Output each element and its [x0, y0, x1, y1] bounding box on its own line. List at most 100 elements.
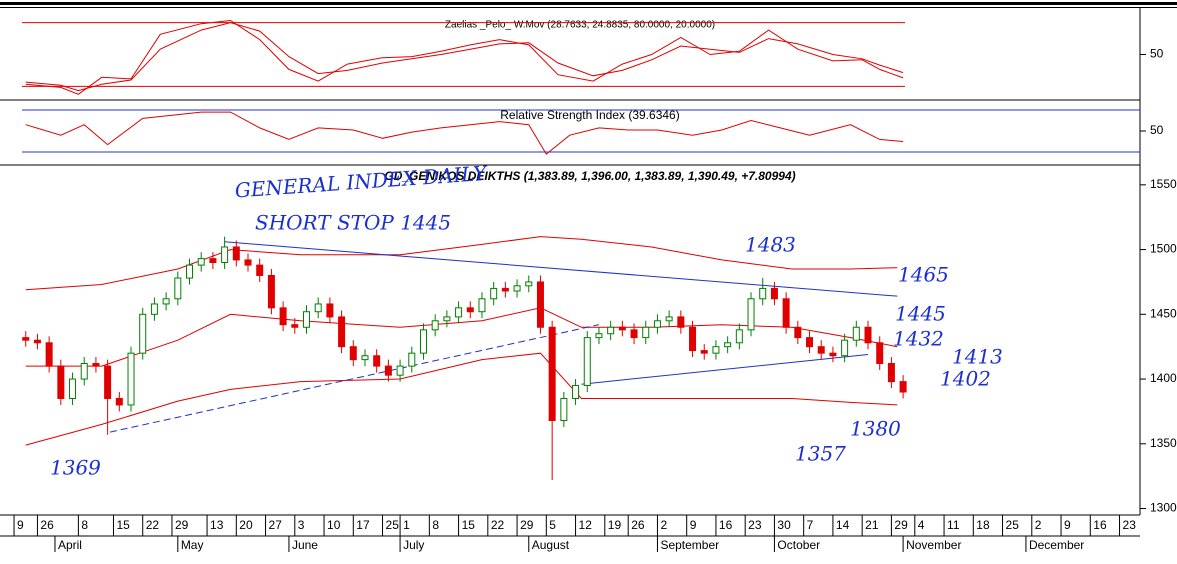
- y-tick-label: 1450: [1150, 306, 1177, 320]
- indicator-line: [25, 22, 904, 92]
- candle-body: [267, 274, 275, 309]
- y-tick-label: 1300: [1150, 501, 1177, 515]
- trendline: [581, 353, 869, 385]
- x-tick-label: 20: [239, 518, 253, 532]
- candle-body: [22, 337, 30, 341]
- y-tick-label: 1400: [1150, 371, 1177, 385]
- candle-body: [864, 326, 872, 344]
- band-line: [25, 352, 898, 446]
- candle-body: [478, 298, 486, 313]
- top-rule: [0, 7, 1177, 8]
- candle-body: [630, 329, 638, 339]
- y-tick-label: 1550: [1150, 177, 1177, 191]
- candle-body: [595, 333, 603, 339]
- x-tick-label: 23: [1123, 518, 1137, 532]
- annotation: 1402: [940, 367, 991, 391]
- candle-body: [700, 350, 708, 354]
- candle-body: [583, 337, 591, 387]
- candle-body: [162, 298, 170, 305]
- candle-body: [607, 326, 615, 335]
- x-tick-label: 26: [40, 518, 54, 532]
- x-tick-label: 23: [748, 518, 762, 532]
- x-tick-label: 9: [690, 518, 697, 532]
- candle-body: [139, 313, 147, 354]
- x-tick-label: 12: [579, 518, 593, 532]
- candle-body: [69, 378, 77, 399]
- x-tick-label: 14: [836, 518, 850, 532]
- annotation: 1483: [745, 233, 796, 257]
- candle-body: [384, 365, 392, 376]
- x-tick-label: 15: [462, 518, 476, 532]
- x-tick-label: 3: [298, 518, 305, 532]
- candle-body: [618, 326, 626, 331]
- candle-body: [513, 285, 521, 292]
- band-line: [25, 307, 898, 367]
- month-label: November: [906, 538, 961, 552]
- candle-body: [431, 320, 439, 331]
- indicator-line: [25, 19, 904, 95]
- candle-body: [396, 365, 404, 376]
- month-label: October: [777, 538, 820, 552]
- candle-body: [665, 316, 673, 322]
- x-tick-label: 15: [116, 518, 130, 532]
- x-tick-label: 21: [865, 518, 879, 532]
- x-tick-label: 4: [918, 518, 925, 532]
- candle-body: [419, 329, 427, 354]
- candle-body: [57, 365, 65, 399]
- candle-body: [174, 277, 182, 300]
- candle-body: [794, 326, 802, 339]
- x-tick-label: 5: [549, 518, 556, 532]
- y-tick-label: 1350: [1150, 436, 1177, 450]
- x-tick-label: 8: [81, 518, 88, 532]
- trendline: [109, 324, 600, 433]
- candle-body: [221, 246, 229, 264]
- month-label: September: [660, 538, 719, 552]
- candle-body: [536, 281, 544, 328]
- x-tick-label: 2: [1035, 518, 1042, 532]
- candle-body: [560, 397, 568, 421]
- candle-body: [197, 258, 205, 266]
- candle-body: [256, 264, 264, 276]
- annotation: 1380: [850, 417, 901, 441]
- candle-body: [653, 320, 661, 328]
- candle-body: [127, 352, 135, 406]
- candle-body: [279, 307, 287, 326]
- x-tick-label: 29: [894, 518, 908, 532]
- candle-body: [33, 339, 41, 344]
- candle-body: [642, 326, 650, 339]
- candle-body: [887, 363, 895, 383]
- candle-body: [466, 307, 474, 313]
- candle-body: [724, 342, 732, 348]
- annotation: 1413: [952, 345, 1003, 369]
- annotation: 1369: [50, 456, 101, 480]
- annotation: 1445: [895, 302, 946, 326]
- candle-body: [186, 264, 194, 279]
- annotation: 1465: [898, 263, 949, 287]
- candle-body: [408, 352, 416, 367]
- candle-body: [876, 342, 884, 365]
- month-label: July: [403, 538, 424, 552]
- month-label: April: [58, 538, 82, 552]
- y-tick-label: 1500: [1150, 242, 1177, 256]
- y-tick-label: 50: [1150, 47, 1164, 61]
- x-tick-label: 9: [17, 518, 24, 532]
- candle-body: [852, 326, 860, 341]
- candle-body: [548, 326, 556, 421]
- month-label: August: [532, 538, 570, 552]
- x-tick-label: 30: [777, 518, 791, 532]
- candle-body: [373, 355, 381, 367]
- x-tick-label: 2: [660, 518, 667, 532]
- candle-body: [735, 329, 743, 344]
- candle-body: [829, 352, 837, 357]
- candle-body: [104, 365, 112, 399]
- candle-body: [314, 303, 322, 313]
- annotation: SHORT STOP 1445: [255, 211, 451, 235]
- candle-body: [525, 281, 533, 287]
- x-tick-label: 16: [1093, 518, 1107, 532]
- x-tick-label: 9: [1064, 518, 1071, 532]
- x-tick-label: 8: [432, 518, 439, 532]
- candle-body: [501, 287, 509, 292]
- candle-body: [361, 355, 369, 361]
- x-tick-label: 17: [356, 518, 370, 532]
